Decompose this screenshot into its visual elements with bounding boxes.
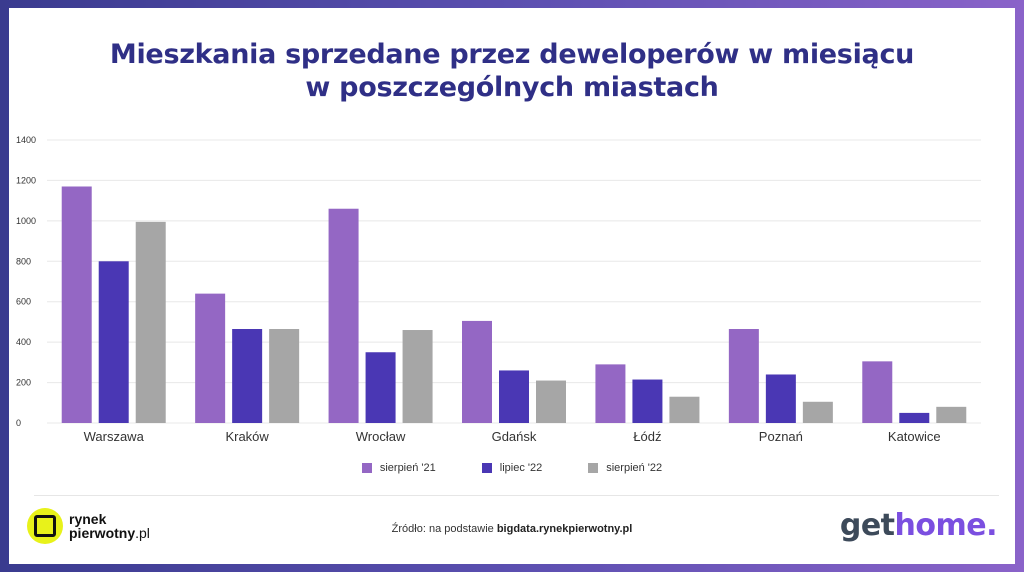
bar (862, 361, 893, 423)
chart-title-line-2: w poszczególnych miastach (305, 72, 719, 103)
y-tick-label: 0 (16, 418, 21, 428)
bar (728, 329, 759, 423)
y-tick-label: 1400 (16, 135, 36, 145)
legend-label-3: sierpień '22 (606, 462, 663, 474)
legend-item-series-2: lipiec '22 (481, 462, 543, 474)
x-tick-label: Gdańsk (492, 429, 537, 444)
bar (499, 370, 529, 423)
bar (595, 364, 626, 423)
y-tick-label: 600 (16, 297, 31, 307)
bar (899, 412, 930, 423)
bar (61, 186, 92, 423)
chart-title: Mieszkania sprzedane przez deweloperów w… (9, 38, 1015, 104)
legend-swatch-2 (481, 463, 492, 473)
x-tick-label: Łódź (633, 429, 661, 444)
y-tick-label: 400 (16, 337, 31, 347)
bar (402, 330, 433, 423)
bar (765, 374, 796, 423)
footer-divider (34, 495, 999, 496)
bar (462, 320, 492, 423)
chart-title-line-1: Mieszkania sprzedane przez deweloperów w… (109, 39, 915, 70)
bar (365, 352, 396, 423)
x-tick-label: Warszawa (84, 429, 145, 444)
y-tick-label: 1200 (16, 175, 36, 185)
x-tick-label: Wrocław (356, 429, 406, 444)
legend-swatch-1 (361, 463, 372, 473)
legend: sierpień '21 lipiec '22 sierpień '22 (9, 462, 1015, 474)
rynekpierwotny-logo: rynek pierwotny.pl (27, 508, 150, 544)
legend-item-series-1: sierpień '21 (361, 462, 436, 474)
y-tick-label: 800 (16, 256, 31, 266)
bar (98, 261, 129, 423)
legend-swatch-3 (588, 463, 599, 473)
bar (669, 396, 700, 423)
bar-chart: 0 200 400 600 800 1000 1200 1400 Warszawa Kraków W… (16, 135, 981, 444)
bar (269, 329, 300, 423)
x-tick-label: Katowice (888, 429, 941, 444)
legend-label-2: lipiec '22 (499, 462, 543, 474)
rynekpierwotny-logo-text: rynek pierwotny.pl (69, 511, 150, 541)
x-tick-label: Kraków (225, 429, 269, 444)
bar (135, 221, 166, 423)
bar (936, 406, 967, 423)
gethome-logo: gethome. (839, 508, 998, 543)
y-tick-label: 1000 (16, 216, 36, 226)
bar (536, 380, 566, 423)
x-tick-label: Poznań (759, 429, 803, 444)
bar (328, 208, 359, 423)
y-tick-label: 200 (16, 378, 31, 388)
chart-card: Mieszkania sprzedane przez deweloperów w… (9, 8, 1015, 564)
legend-item-series-3: sierpień '22 (588, 462, 662, 474)
bar (232, 329, 263, 423)
rynekpierwotny-logo-icon (27, 508, 63, 544)
bar (632, 379, 663, 423)
bar (195, 293, 226, 423)
source-prefix: Źródło: na podstawie (391, 523, 497, 535)
bar (802, 401, 833, 423)
legend-label-1: sierpień '21 (379, 462, 436, 474)
source-link: bigdata.rynekpierwotny.pl (496, 523, 633, 535)
source-note: Źródło: na podstawie bigdata.rynekpierwo… (9, 523, 1015, 535)
